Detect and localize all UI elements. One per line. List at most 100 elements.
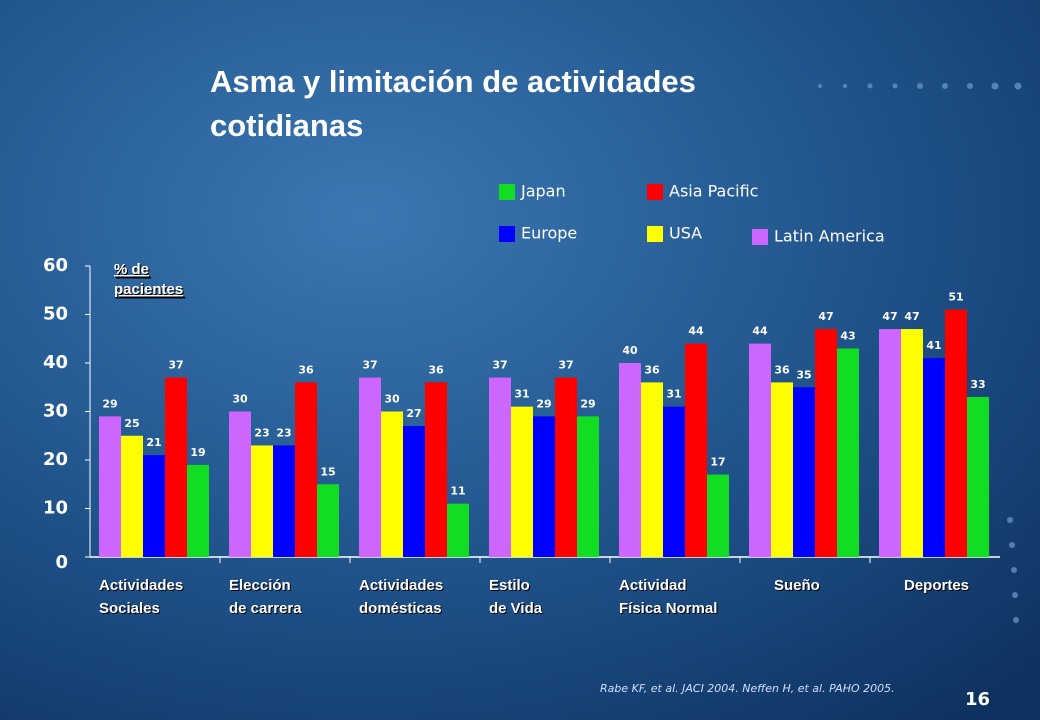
bar: [967, 396, 989, 557]
legend-label: USA: [669, 224, 702, 243]
chart-title: Asma y limitación de actividades: [210, 64, 696, 99]
x-tick-label: Actividad: [619, 577, 687, 594]
y-axis-label: pacientes: [114, 281, 183, 298]
value-label: 37: [362, 359, 377, 372]
x-tick-label: domésticas: [359, 600, 442, 617]
y-tick-label: 20: [43, 449, 68, 470]
value-label: 47: [904, 310, 919, 323]
legend-swatch: [647, 184, 663, 200]
value-label: 23: [276, 426, 291, 439]
value-label: 29: [580, 397, 595, 410]
bar: [555, 377, 577, 557]
value-label: 36: [774, 363, 790, 376]
bar: [641, 382, 663, 557]
bar: [663, 406, 685, 557]
bar: [359, 377, 381, 557]
value-label: 36: [428, 363, 444, 376]
bar: [793, 387, 815, 557]
value-label: 37: [168, 359, 183, 372]
legend-swatch: [499, 226, 515, 242]
y-axis-label: % de: [114, 261, 149, 278]
bar: [815, 329, 837, 557]
value-label: 15: [320, 465, 335, 478]
bar: [577, 416, 599, 557]
bar: [425, 382, 447, 557]
bar: [533, 416, 555, 557]
bar: [685, 343, 707, 557]
x-tick-label: Estilo: [489, 577, 530, 594]
value-label: 29: [536, 397, 551, 410]
bar: [317, 484, 339, 557]
value-label: 40: [622, 344, 638, 357]
value-label: 36: [298, 363, 314, 376]
value-label: 29: [102, 397, 117, 410]
value-label: 31: [514, 388, 529, 401]
bar: [749, 343, 771, 557]
value-label: 23: [254, 426, 269, 439]
legend-swatch: [499, 184, 515, 200]
bar: [771, 382, 793, 557]
bar: [273, 445, 295, 557]
value-label: 36: [644, 363, 660, 376]
y-tick-label: 60: [43, 255, 68, 276]
value-label: 27: [406, 407, 421, 420]
legend-label: Latin America: [774, 227, 885, 246]
value-label: 47: [818, 310, 833, 323]
bar: [381, 411, 403, 557]
y-tick-label: 10: [43, 498, 68, 519]
value-label: 25: [124, 417, 139, 430]
bar: [879, 329, 901, 557]
value-label: 30: [384, 393, 400, 406]
x-tick-label: de Vida: [489, 600, 543, 617]
bar: [165, 377, 187, 557]
legend-label: Europe: [521, 224, 577, 243]
chart-title: cotidianas: [210, 108, 363, 143]
value-label: 33: [970, 378, 985, 391]
y-tick-label: 30: [43, 401, 68, 422]
y-tick-label: 0: [55, 552, 68, 573]
bar: [251, 445, 273, 557]
bar: [295, 382, 317, 557]
value-label: 30: [232, 393, 248, 406]
x-tick-label: Física Normal: [619, 600, 717, 617]
value-label: 47: [882, 310, 897, 323]
bar: [121, 435, 143, 557]
value-label: 37: [492, 359, 507, 372]
value-label: 35: [796, 368, 811, 381]
value-label: 19: [190, 446, 205, 459]
bar: [945, 309, 967, 557]
legend-label: Japan: [520, 182, 566, 201]
value-label: 21: [146, 436, 161, 449]
y-tick-label: 40: [43, 352, 68, 373]
bar: [447, 503, 469, 557]
x-tick-label: Sociales: [99, 600, 160, 617]
value-label: 11: [450, 485, 465, 498]
bar: [901, 329, 923, 557]
value-label: 44: [688, 325, 704, 338]
legend-label: Asia Pacific: [669, 182, 758, 201]
bar: [187, 464, 209, 557]
bar: [707, 474, 729, 557]
footnote: Rabe KF, et al. JACI 2004. Neffen H, et …: [600, 682, 895, 695]
x-tick-label: de carrera: [229, 600, 302, 617]
bar: [511, 406, 533, 557]
x-tick-label: Elección: [229, 577, 291, 594]
x-tick-label: Actividades: [99, 577, 183, 594]
value-label: 43: [840, 329, 855, 342]
decor-dots: [818, 82, 1022, 623]
y-tick-label: 50: [43, 304, 68, 325]
legend-swatch: [752, 229, 768, 245]
value-label: 17: [710, 456, 725, 469]
bar: [837, 348, 859, 557]
bar: [923, 358, 945, 557]
x-tick-label: Deportes: [904, 577, 969, 594]
bar: [619, 363, 641, 557]
value-label: 51: [948, 291, 963, 304]
bar: [229, 411, 251, 557]
bar: [99, 416, 121, 557]
bar: [489, 377, 511, 557]
value-label: 31: [666, 388, 681, 401]
bar: [143, 455, 165, 557]
